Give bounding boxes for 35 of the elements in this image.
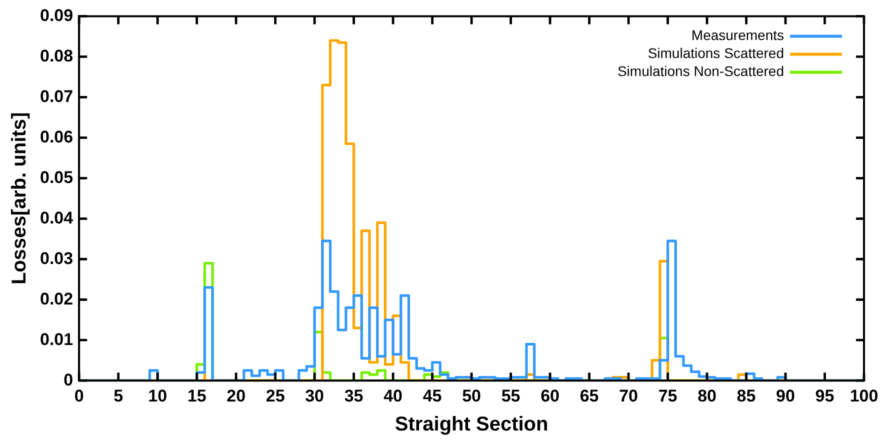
y-tick-label: 0.07 bbox=[40, 86, 74, 106]
x-tick-label: 45 bbox=[422, 386, 442, 406]
y-tick-label: 0.04 bbox=[40, 208, 74, 228]
x-tick-label: 40 bbox=[384, 386, 403, 406]
y-tick-label: 0.09 bbox=[40, 6, 74, 25]
legend-label: Simulations Non-Scattered bbox=[617, 63, 784, 80]
x-tick-label: 100 bbox=[850, 386, 878, 406]
y-tick-label: 0.02 bbox=[40, 289, 74, 308]
x-tick-label: 85 bbox=[736, 386, 756, 406]
y-tick-label: 0 bbox=[64, 370, 74, 390]
legend-label: Simulations Scattered bbox=[648, 45, 784, 62]
x-tick-label: 50 bbox=[462, 386, 482, 406]
x-tick-label: 55 bbox=[501, 386, 520, 406]
y-axis-title: Losses[arb. units] bbox=[8, 112, 31, 285]
x-tick-label: 35 bbox=[344, 386, 364, 406]
x-tick-label: 15 bbox=[187, 386, 206, 406]
x-tick-label: 30 bbox=[305, 386, 324, 406]
x-tick-label: 5 bbox=[114, 386, 124, 406]
legend-label: Measurements bbox=[691, 27, 784, 44]
y-tick-label: 0.05 bbox=[40, 168, 74, 187]
y-tick-label: 0.03 bbox=[40, 248, 74, 268]
x-tick-label: 90 bbox=[776, 386, 795, 406]
x-tick-label: 75 bbox=[658, 386, 678, 406]
y-tick-label: 0.06 bbox=[40, 127, 74, 146]
x-tick-label: 10 bbox=[148, 386, 168, 406]
y-tick-label: 0.08 bbox=[40, 46, 74, 66]
x-tick-label: 80 bbox=[698, 386, 716, 406]
x-axis-title: Straight Section bbox=[394, 414, 548, 436]
x-tick-label: 60 bbox=[540, 386, 560, 406]
x-tick-label: 25 bbox=[266, 386, 285, 406]
x-tick-label: 20 bbox=[226, 386, 246, 406]
x-tick-label: 95 bbox=[815, 386, 834, 406]
x-tick-label: 70 bbox=[619, 386, 638, 406]
y-tick-label: 0.01 bbox=[40, 330, 74, 349]
x-tick-label: 65 bbox=[580, 386, 599, 406]
